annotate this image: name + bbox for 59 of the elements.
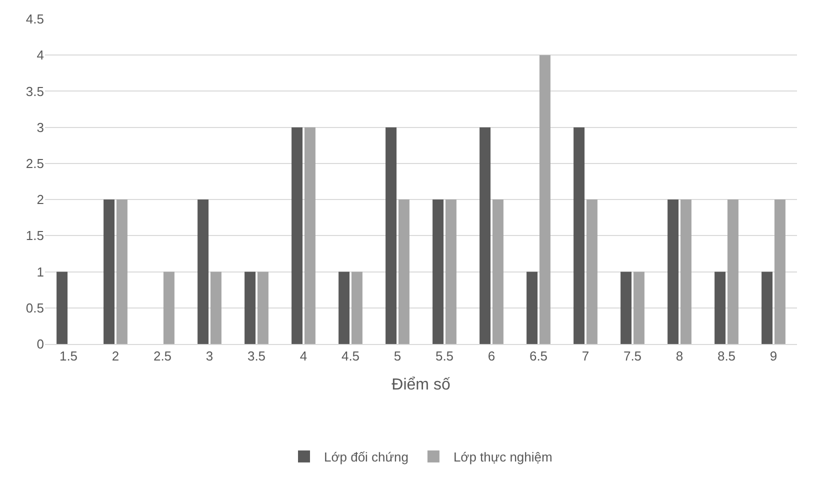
bar [210, 272, 222, 344]
bar [198, 200, 209, 344]
x-tick-label: 5.5 [435, 348, 454, 364]
x-tick-label: 3 [206, 348, 214, 364]
x-tick-label: 6 [488, 348, 496, 364]
bar [304, 127, 316, 344]
x-axis-title: Điểm số [392, 376, 450, 394]
bar [56, 272, 68, 344]
x-tick-label: 2 [112, 348, 120, 364]
x-tick-label: 1.5 [59, 348, 78, 364]
bar [257, 272, 268, 344]
bar [714, 272, 726, 344]
x-tick-label: 6.5 [529, 348, 548, 364]
x-tick-label: 3.5 [247, 348, 266, 364]
x-tick-label: 4.5 [341, 348, 360, 364]
y-tick-label: 3.5 [26, 84, 44, 99]
x-tick-label: 7.5 [623, 348, 642, 364]
bar [668, 200, 679, 344]
bar [338, 272, 350, 344]
bar [480, 127, 491, 344]
bar [445, 200, 456, 344]
x-tick-label: 2.5 [153, 348, 172, 364]
bar [398, 200, 410, 344]
x-tick-label: 7 [582, 348, 590, 364]
x-tick-label: 8 [676, 348, 684, 364]
x-tick-label: 9 [770, 348, 778, 364]
bar [244, 272, 256, 344]
y-tick-label: 4.5 [26, 12, 44, 27]
bar [526, 272, 538, 344]
bar [774, 200, 786, 344]
bar [633, 272, 644, 344]
y-tick-label: 0.5 [26, 300, 44, 316]
legend-label: Lớp đối chứng [324, 450, 408, 465]
y-tick-label: 4 [36, 48, 44, 63]
bar [351, 272, 362, 344]
bar [104, 200, 115, 344]
y-tick-label: 1.5 [26, 228, 44, 244]
bar [163, 272, 174, 344]
x-tick-label: 8.5 [717, 348, 736, 364]
bar [386, 127, 397, 344]
bar [432, 200, 444, 344]
bar [116, 200, 128, 344]
bar [292, 127, 303, 344]
bar [762, 272, 773, 344]
bar [492, 200, 504, 344]
bar [539, 55, 550, 344]
bar [620, 272, 632, 344]
x-tick-label: 4 [300, 348, 308, 364]
y-tick-label: 3 [36, 120, 44, 135]
y-tick-label: 1 [36, 264, 44, 280]
bar [574, 127, 585, 344]
bar [727, 200, 738, 344]
y-tick-label: 2.5 [26, 156, 44, 171]
bar [680, 200, 692, 344]
y-tick-label: 0 [36, 336, 44, 352]
x-tick-label: 5 [394, 348, 402, 364]
bar [586, 200, 598, 344]
legend-label: Lớp thực nghiệm [453, 450, 552, 465]
y-tick-label: 2 [36, 192, 44, 208]
